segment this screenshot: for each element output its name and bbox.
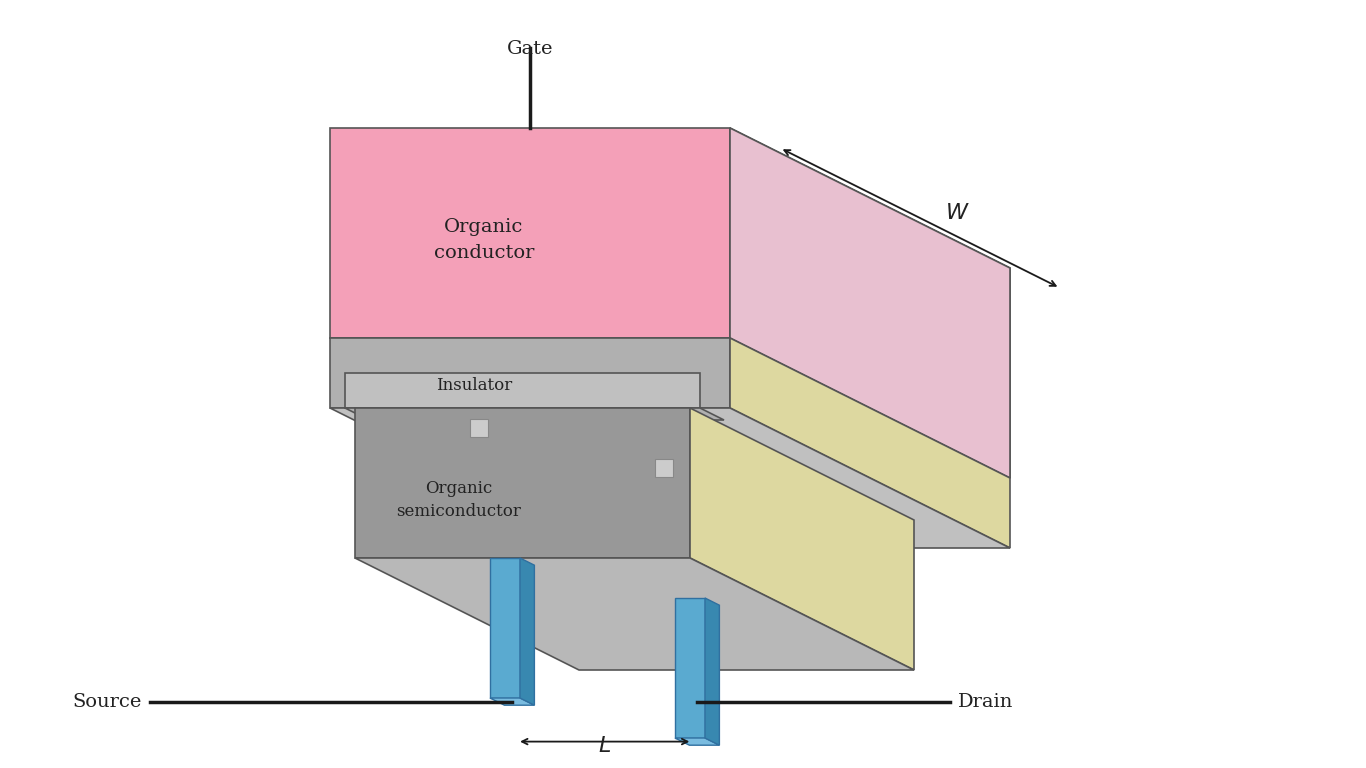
Polygon shape [656,459,673,477]
Text: $W$: $W$ [945,202,970,224]
Polygon shape [675,738,720,745]
Polygon shape [355,558,914,670]
Polygon shape [331,408,1009,548]
Polygon shape [346,373,699,408]
Text: $L$: $L$ [598,735,611,756]
Text: Organic
conductor: Organic conductor [434,219,534,261]
Polygon shape [729,338,1009,548]
Polygon shape [346,408,724,420]
Polygon shape [729,128,1009,478]
Polygon shape [675,598,705,738]
Polygon shape [331,128,729,338]
Polygon shape [470,419,488,437]
Polygon shape [705,598,720,745]
Polygon shape [729,128,1009,478]
Polygon shape [331,338,729,408]
Text: Organic
semiconductor: Organic semiconductor [396,480,522,520]
Text: Drain: Drain [958,693,1014,710]
Polygon shape [490,558,520,698]
Polygon shape [355,408,690,558]
Polygon shape [690,408,914,670]
Text: Source: Source [72,693,142,710]
Polygon shape [490,698,534,705]
Text: Insulator: Insulator [436,376,512,393]
Text: Gate: Gate [507,40,553,58]
Polygon shape [331,338,1009,478]
Polygon shape [520,558,534,705]
